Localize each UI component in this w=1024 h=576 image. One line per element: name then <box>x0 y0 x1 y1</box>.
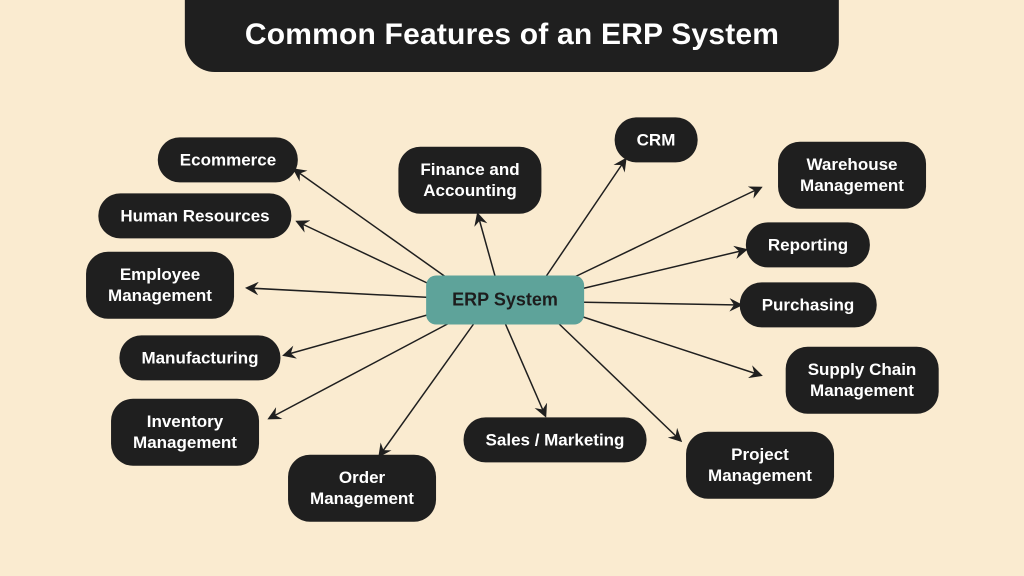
node-order-mgmt: Order Management <box>288 455 436 522</box>
arrow-to-crm <box>545 160 625 278</box>
node-inventory-mgmt: Inventory Management <box>111 399 259 466</box>
arrow-to-sales-mkt <box>505 323 545 415</box>
arrow-to-supply-chain <box>568 312 760 375</box>
arrow-to-employee-mgmt <box>248 288 440 298</box>
arrow-to-purchasing <box>570 302 740 305</box>
arrow-to-manufacturing <box>285 310 445 355</box>
node-warehouse-mgmt: Warehouse Management <box>778 142 926 209</box>
node-supply-chain: Supply Chain Management <box>786 347 939 414</box>
node-finance-acct: Finance and Accounting <box>398 147 541 214</box>
node-crm: CRM <box>615 117 698 162</box>
node-reporting: Reporting <box>746 222 870 267</box>
diagram-canvas: Common Features of an ERP System ERP Sys… <box>0 0 1024 576</box>
node-hr: Human Resources <box>98 193 291 238</box>
node-project-mgmt: Project Management <box>686 432 834 499</box>
node-purchasing: Purchasing <box>740 282 877 327</box>
arrow-to-warehouse-mgmt <box>562 188 760 283</box>
node-ecommerce: Ecommerce <box>158 137 298 182</box>
node-sales-mkt: Sales / Marketing <box>464 417 647 462</box>
arrow-to-order-mgmt <box>380 322 475 455</box>
arrow-to-reporting <box>568 250 745 292</box>
hub-erp-system: ERP System <box>426 276 584 325</box>
arrow-to-inventory-mgmt <box>270 320 455 418</box>
page-title: Common Features of an ERP System <box>185 0 839 72</box>
node-employee-mgmt: Employee Management <box>86 252 234 319</box>
node-manufacturing: Manufacturing <box>119 335 280 380</box>
arrow-to-finance-acct <box>478 215 495 276</box>
arrow-to-hr <box>298 222 442 290</box>
